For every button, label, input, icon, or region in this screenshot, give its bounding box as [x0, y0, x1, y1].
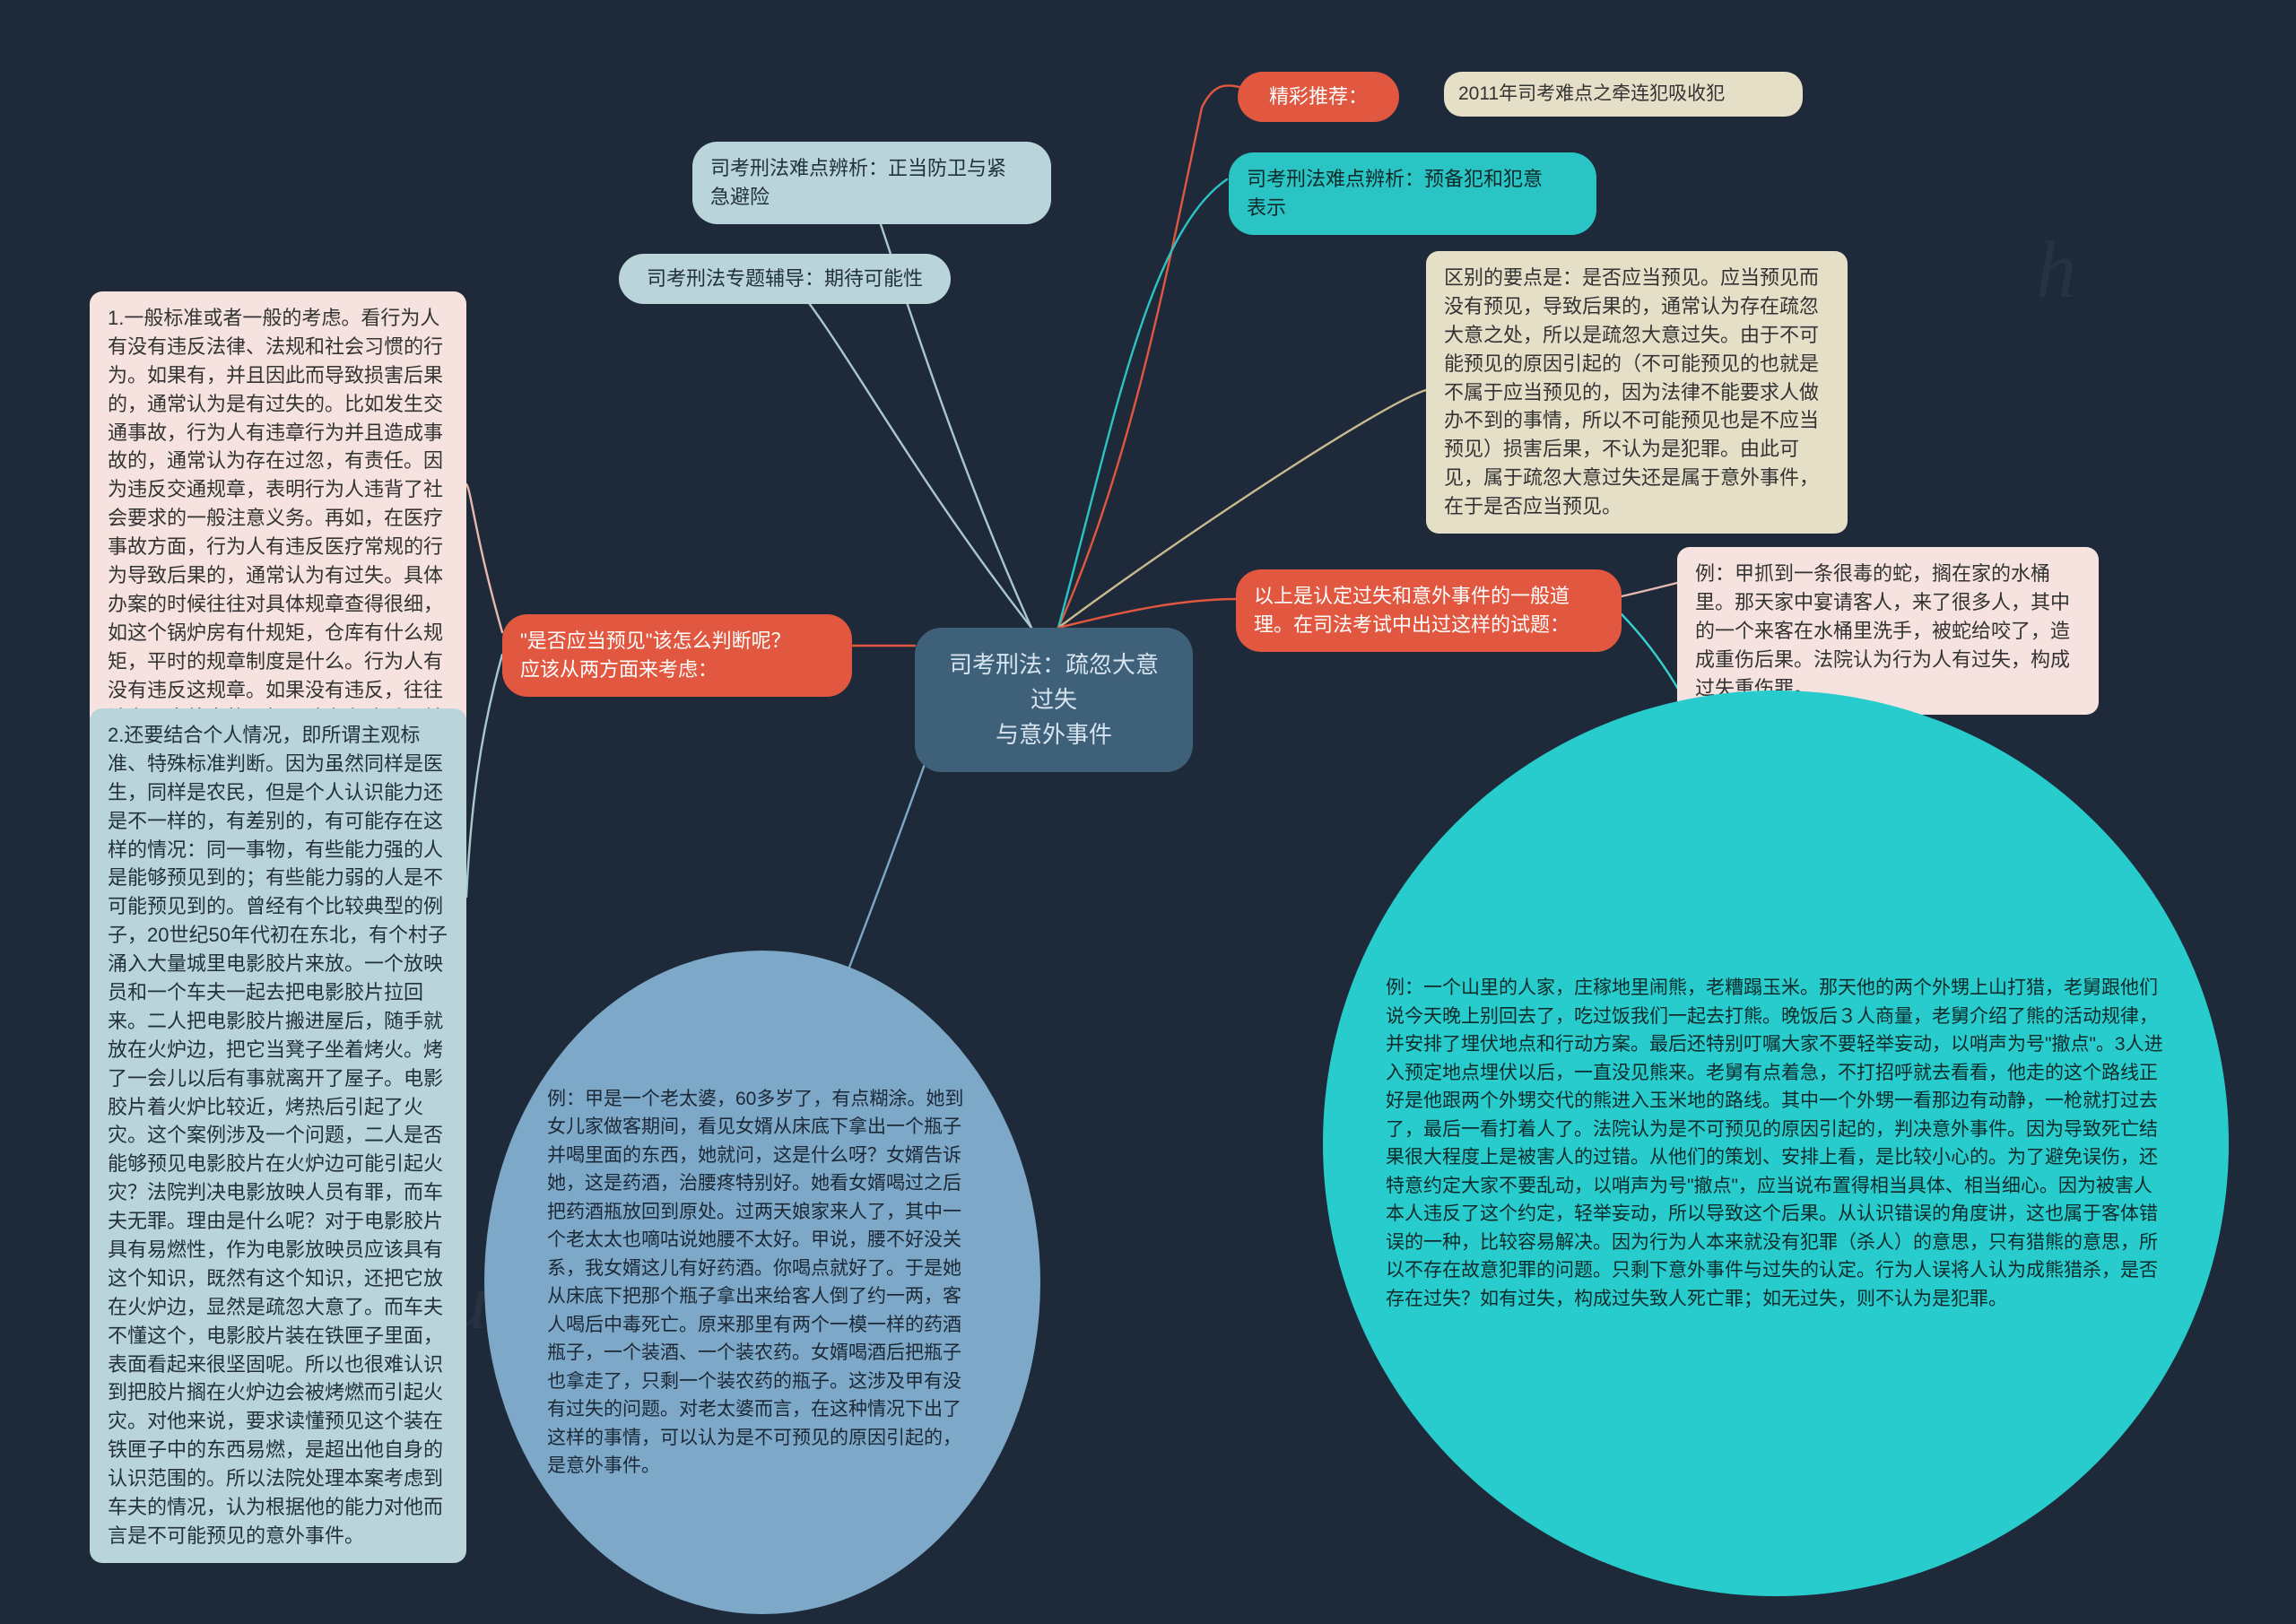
case-bubble-right: 例：一个山里的人家，庄稼地里闹熊，老糟蹋玉米。那天他的两个外甥上山打猎，老舅跟他…: [1323, 690, 2229, 1596]
case-right-text: 例：一个山里的人家，庄稼地里闹熊，老糟蹋玉米。那天他的两个外甥上山打猎，老舅跟他…: [1323, 920, 2229, 1367]
judge-node: "是否应当预见"该怎么判断呢？ 应该从两方面来考虑：: [502, 614, 852, 697]
center-node: 司考刑法：疏忽大意过失 与意外事件: [915, 628, 1193, 772]
difference-node: 区别的要点是：是否应当预见。应当预见而没有预见，导致后果的，通常认为存在疏忽大意…: [1426, 251, 1848, 534]
exam-node: 以上是认定过失和意外事件的一般道理。在司法考试中出过这样的试题：: [1236, 569, 1622, 652]
topic-node-1[interactable]: 司考刑法难点辨析：正当防卫与紧 急避险: [692, 142, 1051, 224]
case-bubble-left: 例：甲是一个老太婆，60多岁了，有点糊涂。她到女儿家做客期间，看见女婿从床底下拿…: [484, 951, 1040, 1614]
topic-node-2[interactable]: 司考刑法难点辨析：预备犯和犯意 表示: [1229, 152, 1596, 235]
recommend-item[interactable]: 2011年司考难点之牵连犯吸收犯: [1444, 72, 1803, 117]
case-left-text: 例：甲是一个老太婆，60多岁了，有点糊涂。她到女儿家做客期间，看见女婿从床底下拿…: [484, 1031, 1040, 1534]
judge-point-2: 2.还要结合个人情况，即所谓主观标准、特殊标准判断。因为虽然同样是医生，同样是农…: [90, 708, 466, 1563]
topic-node-3[interactable]: 司考刑法专题辅导：期待可能性: [619, 254, 951, 304]
exam-example-node: 例：甲抓到一条很毒的蛇，搁在家的水桶里。那天家中宴请客人，来了很多人，其中的一个…: [1677, 547, 2099, 715]
recommend-label: 精彩推荐：: [1238, 72, 1399, 122]
